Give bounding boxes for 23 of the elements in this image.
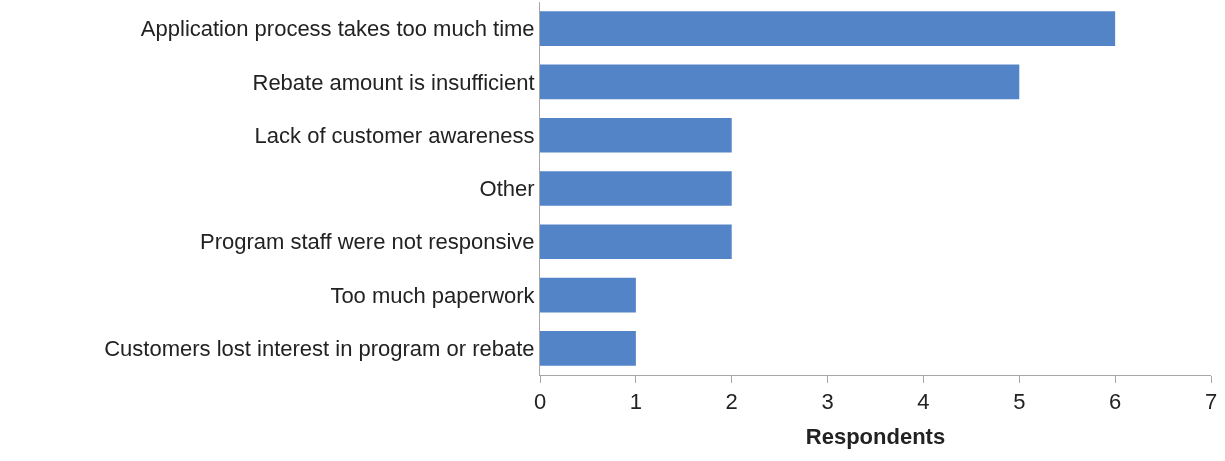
bar	[540, 117, 732, 153]
y-tick-label: Program staff were not responsive	[199, 229, 535, 255]
bar	[540, 331, 636, 366]
x-tick-label: 5	[1013, 389, 1026, 415]
bar	[540, 171, 732, 206]
x-tick-label: 6	[1109, 389, 1122, 415]
x-axis-title: Respondents	[805, 424, 946, 450]
bar	[540, 11, 1116, 46]
bar	[540, 64, 1020, 100]
x-tick-label: 2	[725, 389, 738, 415]
x-tick-label: 3	[821, 389, 834, 415]
bar	[540, 224, 732, 260]
y-tick-label: Other	[479, 176, 535, 202]
x-tick-label: 0	[533, 389, 547, 415]
y-tick-label: Lack of customer awareness	[254, 122, 535, 148]
y-tick-label: Too much paperwork	[330, 282, 536, 308]
y-tick-label: Customers lost interest in program or rebate	[104, 336, 535, 362]
y-tick-label: Application process takes too much time	[140, 16, 535, 42]
x-tick-label: 4	[917, 389, 930, 415]
x-tick-label: 7	[1204, 389, 1218, 415]
bar	[540, 277, 636, 313]
x-tick-label: 1	[629, 389, 642, 415]
y-tick-label: Rebate amount is insufficient	[252, 69, 535, 95]
